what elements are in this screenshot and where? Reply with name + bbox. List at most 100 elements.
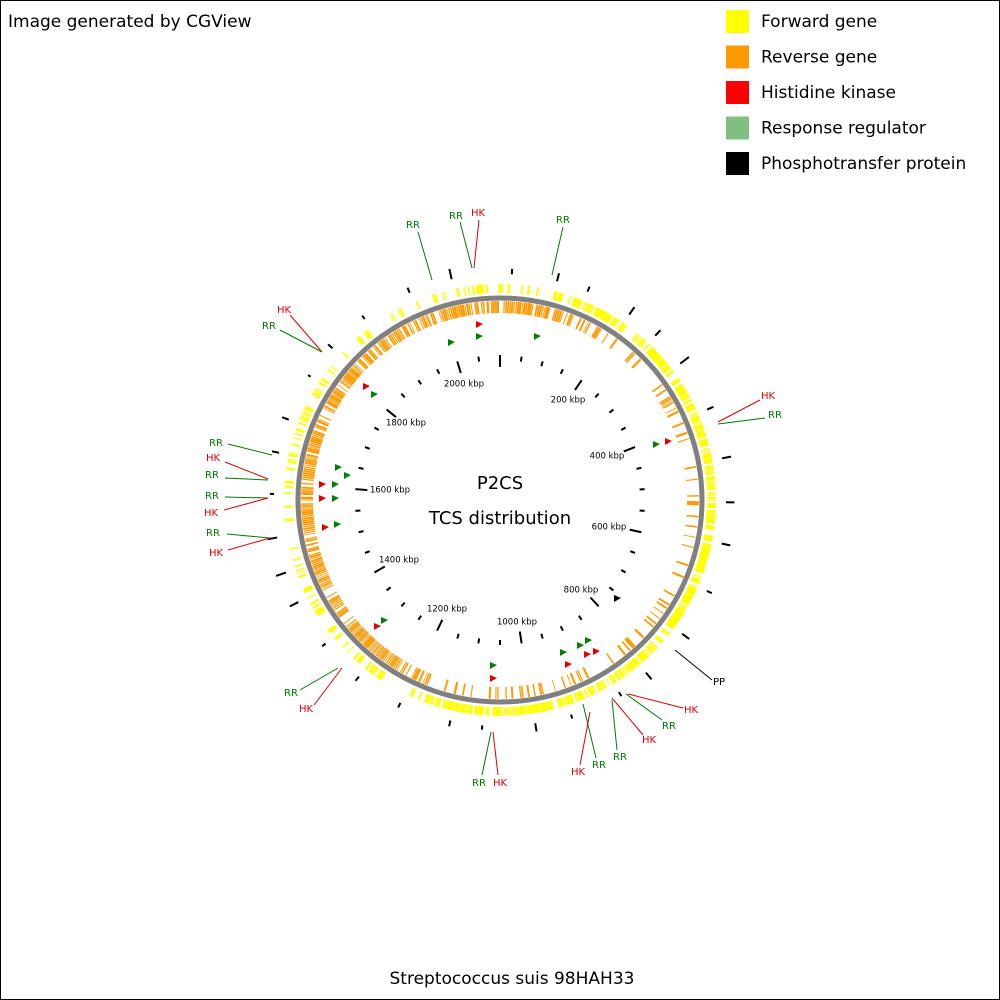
outer-mark <box>307 374 312 378</box>
forward-gene <box>609 316 617 326</box>
reverse-gene <box>314 567 327 575</box>
reverse-gene <box>312 562 325 569</box>
feature-label: RR <box>205 470 219 481</box>
reverse-gene <box>524 302 528 315</box>
forward-gene <box>284 480 294 485</box>
forward-gene <box>697 558 708 564</box>
reverse-gene <box>660 398 672 406</box>
forward-gene <box>649 351 659 360</box>
center-title: P2CS <box>477 473 523 494</box>
forward-gene <box>596 309 603 319</box>
reverse-gene <box>606 653 615 664</box>
forward-gene <box>527 704 531 715</box>
reverse-gene <box>672 422 684 429</box>
forward-gene <box>651 352 660 361</box>
feature-leader <box>224 496 269 499</box>
reverse-gene <box>361 634 371 645</box>
reverse-gene <box>582 667 590 679</box>
forward-gene <box>611 318 619 327</box>
reverse-gene <box>577 669 584 682</box>
reverse-gene <box>624 638 634 649</box>
tcs-marker <box>319 481 326 488</box>
legend-label: Reverse gene <box>761 48 877 68</box>
forward-gene <box>617 321 625 331</box>
scale-label: 1600 kbp <box>370 486 410 496</box>
reverse-gene <box>336 606 347 615</box>
forward-gene <box>615 670 622 679</box>
forward-gene <box>639 340 647 349</box>
forward-gene <box>677 388 687 396</box>
forward-gene <box>293 436 303 441</box>
forward-gene <box>302 411 312 417</box>
forward-gene <box>535 287 540 297</box>
outer-mark <box>645 671 653 680</box>
forward-gene <box>556 292 562 302</box>
reverse-gene <box>303 526 316 530</box>
reverse-gene <box>515 301 518 314</box>
outer-mark <box>397 702 402 708</box>
forward-gene <box>480 284 485 294</box>
forward-gene <box>520 705 524 715</box>
feature-label: RR <box>768 410 782 421</box>
reverse-gene <box>621 641 631 652</box>
forward-gene <box>608 675 615 685</box>
reverse-gene <box>327 399 339 408</box>
reverse-gene <box>455 305 460 318</box>
reverse-gene <box>457 305 462 318</box>
forward-gene <box>636 654 644 663</box>
forward-gene <box>592 306 600 317</box>
forward-gene <box>587 304 593 314</box>
tcs-marker <box>593 648 600 655</box>
feature-leader <box>579 711 591 766</box>
outer-mark <box>321 642 327 648</box>
feature-label: HK <box>209 548 224 559</box>
forward-gene <box>289 452 299 456</box>
outer-mark <box>721 542 731 547</box>
feature-leader <box>224 461 269 480</box>
forward-gene <box>558 292 564 303</box>
reverse-gene <box>592 327 601 339</box>
forward-gene <box>522 705 526 715</box>
reverse-gene <box>343 615 354 625</box>
feature-leader <box>459 221 473 269</box>
forward-gene <box>685 405 695 411</box>
reverse-gene <box>346 618 357 628</box>
forward-gene <box>699 552 709 558</box>
outer-mark <box>354 675 360 682</box>
forward-gene <box>389 313 396 323</box>
forward-gene <box>379 671 387 681</box>
tcs-marker <box>332 481 339 488</box>
forward-gene <box>567 295 572 305</box>
reverse-gene <box>449 307 455 320</box>
tcs-marker <box>614 595 621 602</box>
feature-label: HK <box>684 705 699 716</box>
forward-gene <box>705 520 715 524</box>
forward-gene <box>303 586 314 594</box>
reverse-gene <box>315 423 328 431</box>
reverse-gene <box>424 315 430 328</box>
forward-gene <box>568 694 575 704</box>
reverse-gene <box>421 316 429 329</box>
forward-gene <box>318 381 327 389</box>
reverse-gene <box>551 679 556 692</box>
forward-gene <box>312 602 322 609</box>
reverse-gene <box>317 573 329 580</box>
legend-label: Response regulator <box>761 119 926 139</box>
reverse-gene <box>331 392 343 401</box>
scale-tick <box>436 619 444 632</box>
forward-gene <box>653 354 662 363</box>
forward-gene <box>680 598 690 606</box>
reverse-gene <box>310 556 323 563</box>
forward-gene <box>376 669 383 678</box>
forward-gene <box>284 485 294 489</box>
forward-gene <box>642 343 651 352</box>
scale-tick <box>620 569 627 574</box>
feature-leader <box>481 731 492 776</box>
forward-gene <box>478 705 483 716</box>
feature-leader <box>551 226 564 276</box>
forward-gene <box>315 607 325 615</box>
reverse-gene <box>317 575 330 582</box>
forward-gene <box>591 685 597 694</box>
forward-gene <box>692 575 702 580</box>
forward-gene <box>294 432 304 437</box>
